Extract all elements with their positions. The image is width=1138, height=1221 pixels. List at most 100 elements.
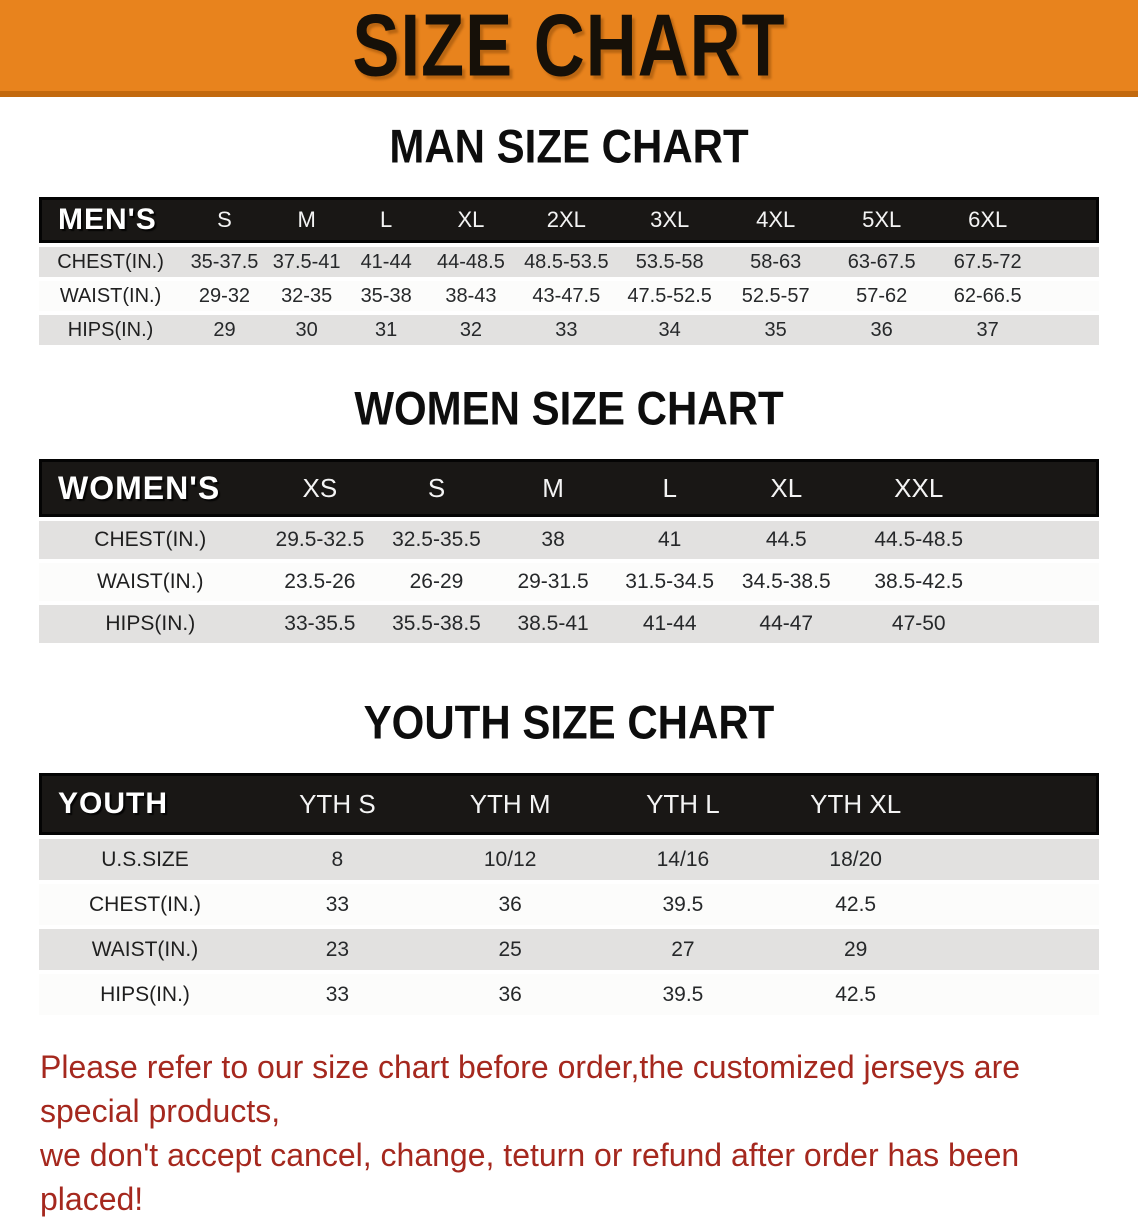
men-corner-label: MEN'S xyxy=(39,197,183,243)
table-row: HIPS(IN.) 29 30 31 32 33 34 35 36 37 xyxy=(39,315,1099,345)
size-value-cell: 10/12 xyxy=(423,839,597,880)
size-value-cell: 67.5-72 xyxy=(934,247,1041,277)
spacer-cell xyxy=(1040,247,1099,277)
size-value-cell: 36 xyxy=(423,884,597,925)
size-header-cell: 6XL xyxy=(934,197,1041,243)
spacer-cell xyxy=(942,884,1099,925)
size-value-cell: 41-44 xyxy=(611,605,728,643)
size-value-cell: 57-62 xyxy=(828,281,935,311)
row-label: WAIST(IN.) xyxy=(39,281,183,311)
size-value-cell: 34.5-38.5 xyxy=(727,563,845,601)
size-header-cell: YTH XL xyxy=(769,773,943,835)
size-value-cell: 43-47.5 xyxy=(515,281,617,311)
size-value-cell: 33 xyxy=(251,974,424,1015)
row-label: CHEST(IN.) xyxy=(39,247,183,277)
women-header-row: WOMEN'S XS S M L XL XXL xyxy=(39,459,1099,517)
spacer-cell xyxy=(942,929,1099,970)
size-value-cell: 38.5-41 xyxy=(494,605,612,643)
table-row: WAIST(IN.) 23.5-26 26-29 29-31.5 31.5-34… xyxy=(39,563,1099,601)
size-value-cell: 39.5 xyxy=(596,884,770,925)
size-header-cell: XS xyxy=(261,459,379,517)
row-label: CHEST(IN.) xyxy=(39,521,262,559)
size-header-cell: 5XL xyxy=(828,197,935,243)
spacer-header-cell xyxy=(1040,197,1099,243)
size-value-cell: 44-47 xyxy=(727,605,845,643)
spacer-cell xyxy=(942,974,1099,1015)
youth-section-heading: YOUTH SIZE CHART xyxy=(363,696,775,749)
spacer-cell xyxy=(992,521,1099,559)
size-value-cell: 36 xyxy=(828,315,935,345)
table-row: CHEST(IN.) 29.5-32.5 32.5-35.5 38 41 44.… xyxy=(39,521,1099,559)
size-header-cell: YTH M xyxy=(423,773,597,835)
size-header-cell: 3XL xyxy=(616,197,723,243)
size-value-cell: 52.5-57 xyxy=(722,281,829,311)
size-value-cell: 23 xyxy=(251,929,424,970)
row-label: WAIST(IN.) xyxy=(39,929,251,970)
size-value-cell: 30 xyxy=(266,315,347,345)
size-value-cell: 37.5-41 xyxy=(266,247,347,277)
size-header-cell: XL xyxy=(425,197,516,243)
women-corner-label: WOMEN'S xyxy=(39,459,262,517)
size-value-cell: 38.5-42.5 xyxy=(844,563,993,601)
table-row: U.S.SIZE 8 10/12 14/16 18/20 xyxy=(39,839,1099,880)
size-header-cell: M xyxy=(494,459,612,517)
footer-note-line-2: we don't accept cancel, change, teturn o… xyxy=(40,1137,1020,1217)
size-value-cell: 18/20 xyxy=(769,839,943,880)
size-value-cell: 37 xyxy=(934,315,1041,345)
row-label: WAIST(IN.) xyxy=(39,563,262,601)
size-value-cell: 44-48.5 xyxy=(425,247,516,277)
table-row: CHEST(IN.) 35-37.5 37.5-41 41-44 44-48.5… xyxy=(39,247,1099,277)
size-value-cell: 39.5 xyxy=(596,974,770,1015)
size-value-cell: 29.5-32.5 xyxy=(261,521,379,559)
table-row: HIPS(IN.) 33 36 39.5 42.5 xyxy=(39,974,1099,1015)
youth-header-row: YOUTH YTH S YTH M YTH L YTH XL xyxy=(39,773,1099,835)
size-header-cell: YTH L xyxy=(596,773,770,835)
spacer-cell xyxy=(992,605,1099,643)
row-label: HIPS(IN.) xyxy=(39,315,183,345)
size-value-cell: 48.5-53.5 xyxy=(515,247,617,277)
spacer-cell xyxy=(1040,315,1099,345)
size-value-cell: 35 xyxy=(722,315,829,345)
spacer-cell xyxy=(942,839,1099,880)
size-header-cell: M xyxy=(266,197,347,243)
size-header-cell: L xyxy=(611,459,728,517)
size-chart-banner: SIZE CHART xyxy=(0,0,1138,97)
size-header-cell: 4XL xyxy=(722,197,829,243)
size-value-cell: 31 xyxy=(346,315,426,345)
spacer-cell xyxy=(1040,281,1099,311)
size-value-cell: 47-50 xyxy=(844,605,993,643)
size-value-cell: 33 xyxy=(515,315,617,345)
youth-corner-label: YOUTH xyxy=(39,773,251,835)
size-value-cell: 58-63 xyxy=(722,247,829,277)
size-header-cell: S xyxy=(378,459,495,517)
size-value-cell: 33-35.5 xyxy=(261,605,379,643)
size-value-cell: 29-32 xyxy=(182,281,267,311)
size-value-cell: 33 xyxy=(251,884,424,925)
footer-note-line-1: Please refer to our size chart before or… xyxy=(40,1049,1021,1129)
size-value-cell: 27 xyxy=(596,929,770,970)
size-value-cell: 38-43 xyxy=(425,281,516,311)
spacer-header-cell xyxy=(942,773,1099,835)
size-value-cell: 29 xyxy=(182,315,267,345)
size-value-cell: 35-37.5 xyxy=(182,247,267,277)
size-value-cell: 34 xyxy=(616,315,723,345)
size-value-cell: 35-38 xyxy=(346,281,426,311)
size-header-cell: XL xyxy=(727,459,845,517)
size-value-cell: 41 xyxy=(611,521,728,559)
row-label: HIPS(IN.) xyxy=(39,605,262,643)
women-size-table: WOMEN'S XS S M L XL XXL CHEST(IN.) 29.5-… xyxy=(39,455,1099,647)
size-value-cell: 62-66.5 xyxy=(934,281,1041,311)
youth-size-table: YOUTH YTH S YTH M YTH L YTH XL U.S.SIZE … xyxy=(39,769,1099,1019)
size-value-cell: 41-44 xyxy=(346,247,426,277)
banner-title: SIZE CHART xyxy=(352,0,786,95)
men-header-row: MEN'S S M L XL 2XL 3XL 4XL 5XL 6XL xyxy=(39,197,1099,243)
size-value-cell: 44.5 xyxy=(727,521,845,559)
row-label: HIPS(IN.) xyxy=(39,974,251,1015)
size-value-cell: 53.5-58 xyxy=(616,247,723,277)
size-value-cell: 44.5-48.5 xyxy=(844,521,993,559)
size-header-cell: 2XL xyxy=(515,197,617,243)
footer-note: Please refer to our size chart before or… xyxy=(40,1045,1100,1221)
size-value-cell: 32.5-35.5 xyxy=(378,521,495,559)
men-size-table: MEN'S S M L XL 2XL 3XL 4XL 5XL 6XL CHEST… xyxy=(39,193,1099,349)
table-row: WAIST(IN.) 29-32 32-35 35-38 38-43 43-47… xyxy=(39,281,1099,311)
